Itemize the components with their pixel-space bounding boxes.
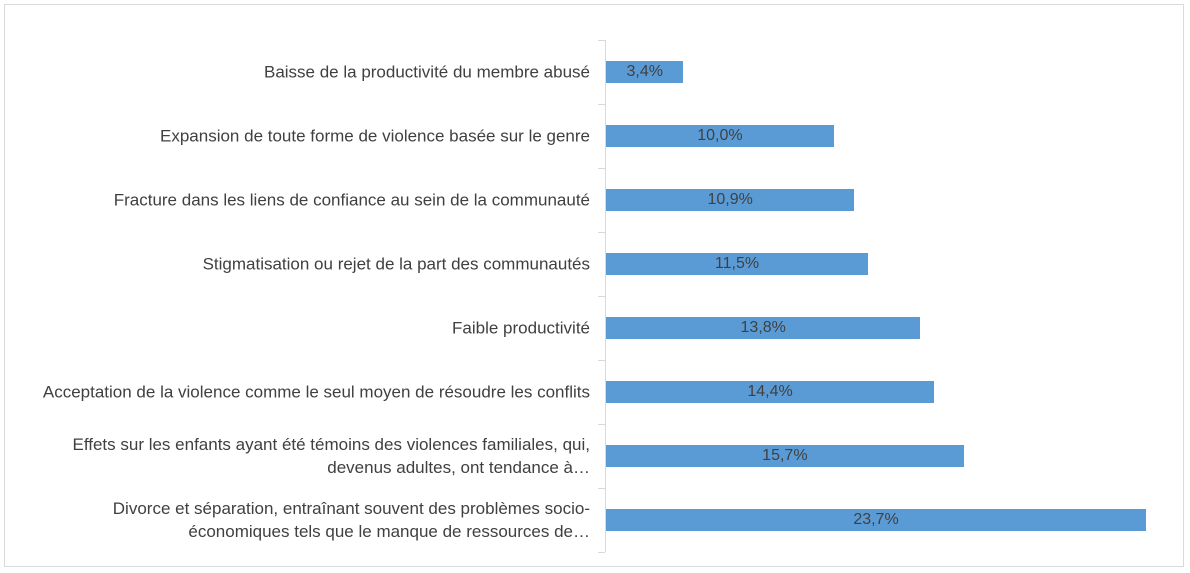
- category-label: Stigmatisation ou rejet de la part des c…: [202, 254, 590, 274]
- category-label: Expansion de toute forme de violence bas…: [160, 126, 590, 146]
- axis-tick: [598, 360, 605, 361]
- bar: [606, 317, 921, 339]
- bar: [606, 509, 1146, 531]
- bar: [606, 381, 935, 403]
- category-label: Faible productivité: [452, 318, 590, 338]
- value-label: 10,9%: [707, 191, 753, 208]
- value-label: 13,8%: [740, 319, 786, 336]
- bar: [606, 189, 855, 211]
- value-label: 23,7%: [853, 511, 899, 528]
- value-label: 11,5%: [714, 255, 760, 272]
- axis-tick: [598, 40, 605, 41]
- bar: [606, 61, 684, 83]
- value-label: 10,0%: [697, 127, 743, 144]
- axis-tick: [598, 424, 605, 425]
- category-label: Acceptation de la violence comme le seul…: [42, 382, 590, 402]
- y-axis: [605, 40, 606, 552]
- axis-tick: [598, 296, 605, 297]
- value-label: 14,4%: [747, 383, 793, 400]
- bar: [606, 445, 964, 467]
- axis-tick: [598, 552, 605, 553]
- axis-tick: [598, 104, 605, 105]
- axis-tick: [598, 168, 605, 169]
- bar: [606, 125, 834, 147]
- category-label: Divorce et séparation, entraînant souven…: [112, 499, 590, 541]
- axis-tick: [598, 488, 605, 489]
- category-label: Fracture dans les liens de confiance au …: [113, 190, 590, 210]
- chart-frame: [4, 4, 1184, 567]
- category-label: Effets sur les enfants ayant été témoins…: [72, 435, 590, 477]
- value-label: 15,7%: [762, 447, 808, 464]
- category-label: Baisse de la productivité du membre abus…: [263, 62, 590, 82]
- value-label: 3,4%: [626, 63, 663, 80]
- bar: [606, 253, 869, 275]
- axis-tick: [598, 232, 605, 233]
